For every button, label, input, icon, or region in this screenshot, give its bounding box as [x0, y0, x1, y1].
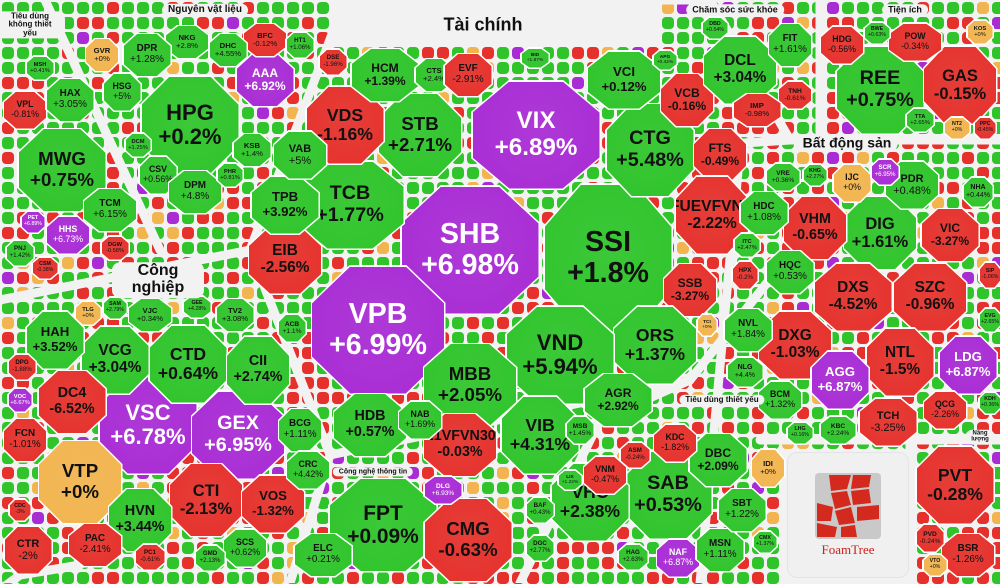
filler-tile: [317, 77, 329, 89]
filler-tile: [137, 17, 149, 29]
filler-tile: [992, 17, 1000, 29]
filler-tile: [62, 2, 74, 14]
filler-tile: [992, 2, 1000, 14]
filler-tile: [122, 17, 134, 29]
filler-tile: [992, 47, 1000, 59]
filler-tile: [302, 2, 314, 14]
filler-tile: [662, 17, 674, 29]
sector-title-tien-ich: Tiện ích: [882, 4, 928, 16]
filler-tile: [2, 62, 14, 74]
filler-tile: [317, 2, 329, 14]
filler-tile: [512, 62, 524, 74]
filler-tile: [677, 17, 689, 29]
filler-tile: [677, 47, 689, 59]
filler-tile: [797, 2, 809, 14]
filler-tile: [107, 2, 119, 14]
filler-tile: [662, 2, 674, 14]
filler-tile: [287, 2, 299, 14]
filler-tile: [692, 62, 704, 74]
filler-tile: [272, 2, 284, 14]
filler-tile: [32, 2, 44, 14]
filler-tile: [92, 17, 104, 29]
filler-tile: [782, 2, 794, 14]
filler-tile: [677, 32, 689, 44]
filler-tile: [752, 17, 764, 29]
filler-tile: [497, 62, 509, 74]
sector-title-cham-soc-suc-khoe: Chăm sóc sức khỏe: [686, 4, 784, 16]
filler-tile: [557, 62, 569, 74]
sector-title-bat-dong-san: Bất động sản: [796, 134, 898, 152]
filler-tile: [122, 2, 134, 14]
sector-title-tieu-dung-khong-thiet-yeu: Tiêu dùng không thiết yếu: [0, 11, 65, 39]
filler-tile: [977, 2, 989, 14]
sector-title-nang-luong: Năng lượng: [965, 429, 995, 445]
filler-tile: [302, 62, 314, 74]
filler-tile: [422, 47, 434, 59]
filler-tile: [827, 2, 839, 14]
filler-tile: [872, 2, 884, 14]
filler-tile: [932, 2, 944, 14]
filler-tile: [947, 17, 959, 29]
filler-tile: [152, 2, 164, 14]
filler-tile: [677, 62, 689, 74]
filler-tile: [77, 32, 89, 44]
filler-tile: [107, 17, 119, 29]
filler-tile: [572, 47, 584, 59]
filler-tile: [932, 17, 944, 29]
filler-tile: [857, 2, 869, 14]
filler-tile: [557, 47, 569, 59]
filler-tile: [2, 47, 14, 59]
filler-tile: [572, 62, 584, 74]
filler-tile: [437, 47, 449, 59]
filler-tile: [497, 47, 509, 59]
filler-tile: [47, 47, 59, 59]
filler-tile: [317, 17, 329, 29]
filler-tile: [242, 17, 254, 29]
filler-tile: [677, 2, 689, 14]
filler-tile: [572, 77, 584, 89]
sector-title-tieu-dung-thiet-yeu: Tiêu dùng thiết yếu: [679, 394, 765, 406]
filler-tile: [737, 17, 749, 29]
filler-tile: [152, 17, 164, 29]
filler-tile: [182, 62, 194, 74]
filler-tile: [587, 47, 599, 59]
sector-title-nguyen-vat-lieu: Nguyên vật liệu: [162, 3, 248, 17]
filler-tile: [137, 2, 149, 14]
filler-tile: [842, 2, 854, 14]
filler-tile: [92, 2, 104, 14]
filler-tile: [2, 2, 14, 14]
filler-tile: [962, 2, 974, 14]
filler-tile: [17, 47, 29, 59]
filler-tile: [2, 77, 14, 89]
filler-tile: [17, 2, 29, 14]
filler-tile: [692, 47, 704, 59]
filler-tile: [887, 17, 899, 29]
sector-title-cong-nghiep: Công nghiệp: [112, 262, 204, 298]
sector-title-tai-chinh: Tài chính: [437, 14, 529, 36]
filler-tile: [767, 17, 779, 29]
filler-tile: [302, 17, 314, 29]
filler-tile: [197, 62, 209, 74]
sector-title-cong-nghe-thong-tin: Công nghệ thông tin: [332, 467, 414, 477]
filler-tile: [17, 77, 29, 89]
filler-tile: [482, 47, 494, 59]
filler-tile: [77, 17, 89, 29]
filler-tile: [347, 47, 359, 59]
filler-tile: [692, 32, 704, 44]
filler-tile: [992, 32, 1000, 44]
filler-tile: [947, 2, 959, 14]
filler-tile: [227, 17, 239, 29]
filler-tile: [662, 32, 674, 44]
filler-tile: [287, 17, 299, 29]
filler-tile: [62, 17, 74, 29]
filler-tile: [92, 77, 104, 89]
filler-tile: [947, 32, 959, 44]
filler-tile: [257, 2, 269, 14]
filler-tile: [77, 2, 89, 14]
filler-tile: [212, 17, 224, 29]
filler-tile: [197, 17, 209, 29]
